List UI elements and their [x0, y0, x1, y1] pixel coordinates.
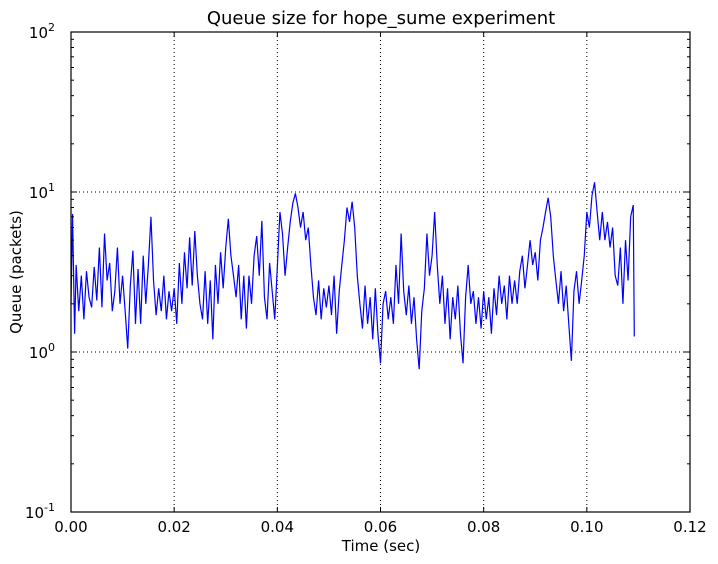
- series-line-0: [70, 182, 635, 370]
- y-tick-label: 100: [29, 341, 55, 362]
- grid: [71, 32, 690, 512]
- x-tick-label: 0.00: [54, 518, 87, 536]
- plot-area: [70, 182, 635, 370]
- x-tick-label: 0.12: [673, 518, 706, 536]
- y-tick-label: 101: [29, 181, 55, 202]
- y-axis-label: Queue (packets): [7, 210, 25, 334]
- x-tick-label: 0.10: [570, 518, 603, 536]
- y-tick-label: 10-1: [25, 501, 55, 522]
- x-tick-label: 0.06: [364, 518, 397, 536]
- x-tick-label: 0.04: [261, 518, 294, 536]
- x-tick-label: 0.08: [467, 518, 500, 536]
- x-axis-label: Time (sec): [341, 537, 420, 555]
- y-tick-label: 102: [29, 21, 55, 42]
- x-tick-label: 0.02: [157, 518, 190, 536]
- ticks: 0.00 0.02 0.04 0.06 0.08 0.10 0.12 10-1 100 101 10…: [25, 21, 707, 536]
- chart-title: Queue size for hope_sume experiment: [207, 8, 555, 29]
